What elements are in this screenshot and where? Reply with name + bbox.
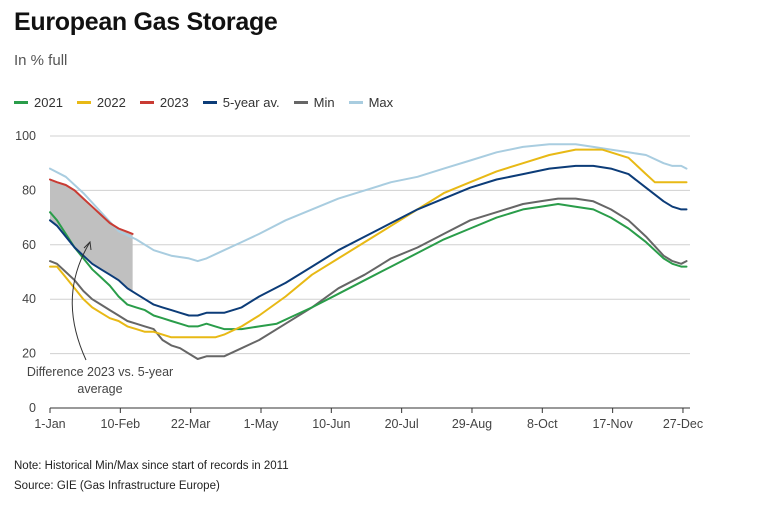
- legend-item-2023: 2023: [139, 95, 189, 110]
- x-tick-label-22-Mar: 22-Mar: [171, 417, 211, 431]
- legend-label-2023: 2023: [159, 95, 189, 110]
- x-tick-label-10-Feb: 10-Feb: [101, 417, 141, 431]
- legend-label-2022: 2022: [96, 95, 126, 110]
- x-tick-label-20-Jul: 20-Jul: [385, 417, 419, 431]
- legend-swatch-2023: [139, 101, 154, 104]
- y-tick-label-100: 100: [15, 129, 36, 143]
- chart-plot: 0 20 40 60 80 100 1-Jan 10-Feb 22-Mar 1-May 10-Jun…: [15, 129, 703, 431]
- x-tick-label-1-May: 1-May: [244, 417, 279, 431]
- legend-label-min: Min: [313, 95, 335, 110]
- difference-shaded-area: [50, 179, 133, 292]
- series-line-2022: [49, 148, 688, 339]
- annotation-arrow: [71, 241, 91, 361]
- series-line-min: [49, 197, 688, 360]
- legend-swatch-2022: [76, 101, 91, 104]
- series-line-2023: [49, 178, 134, 235]
- legend-item-2022: 2022: [76, 95, 126, 110]
- legend-label-max: Max: [368, 95, 394, 110]
- legend-item-5yr: 5-year av.: [202, 95, 280, 110]
- x-tick-label-17-Nov: 17-Nov: [592, 417, 633, 431]
- y-tick-label-80: 80: [22, 183, 36, 197]
- y-tick-label-0: 0: [29, 401, 36, 415]
- legend: 2021 2022 2023 5-year av. Min Max: [14, 95, 393, 110]
- x-tick-label-10-Jun: 10-Jun: [312, 417, 350, 431]
- x-tick-label-27-Dec: 27-Dec: [663, 417, 703, 431]
- legend-swatch-min: [293, 101, 308, 104]
- y-tick-label-20: 20: [22, 347, 36, 361]
- chart-subtitle: In % full: [14, 52, 68, 69]
- legend-item-max: Max: [348, 95, 394, 110]
- legend-swatch-2021: [14, 101, 28, 104]
- legend-label-2021: 2021: [34, 95, 63, 110]
- series-line-max: [49, 143, 688, 263]
- legend-swatch-5yr: [202, 101, 217, 104]
- x-tick-label-8-Oct: 8-Oct: [527, 417, 558, 431]
- series-line-5-year-av: [49, 164, 688, 317]
- chart-source: Source: GIE (Gas Infrastructure Europe): [14, 480, 220, 492]
- x-tick-label-29-Aug: 29-Aug: [452, 417, 492, 431]
- annotation-text-line1: Difference 2023 vs. 5-year: [27, 365, 173, 379]
- annotation-text-line2: average: [77, 382, 122, 396]
- legend-swatch-max: [348, 101, 363, 104]
- x-tick-label-1-Jan: 1-Jan: [34, 417, 65, 431]
- annotation-arrowhead: [83, 240, 92, 251]
- chart-note: Note: Historical Min/Max since start of …: [14, 460, 289, 472]
- y-tick-label-40: 40: [22, 292, 36, 306]
- series-line-2021: [49, 203, 688, 331]
- legend-item-2021: 2021: [14, 95, 63, 110]
- legend-label-5yr: 5-year av.: [222, 95, 280, 110]
- chart-title: European Gas Storage: [14, 8, 278, 36]
- y-tick-label-60: 60: [22, 238, 36, 252]
- legend-item-min: Min: [293, 95, 335, 110]
